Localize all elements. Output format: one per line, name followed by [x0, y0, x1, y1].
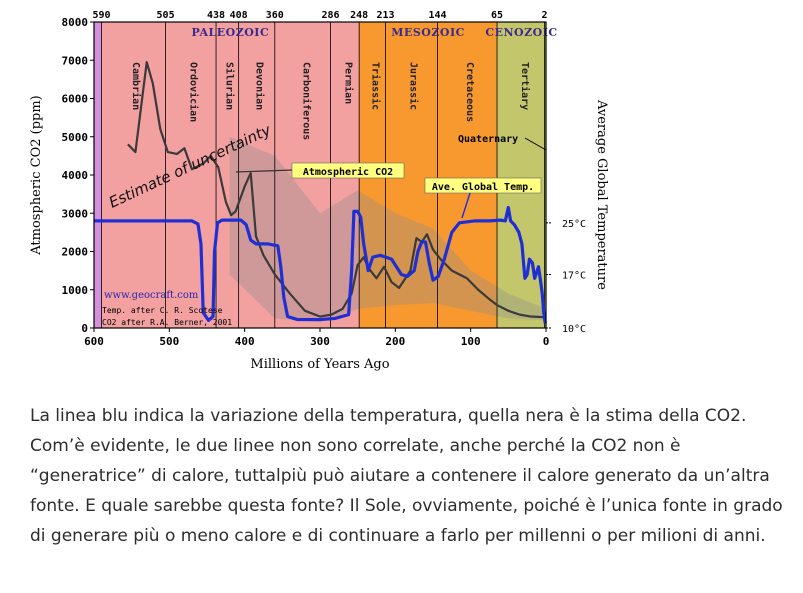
y-tick-label: 1000 [62, 284, 89, 297]
top-tick-label: 144 [428, 10, 446, 21]
y-axis-label-left: Atmospheric CO2 (ppm) [29, 95, 44, 256]
y-tick-label: 3000 [62, 207, 89, 220]
period-label: Silurian [224, 62, 236, 110]
x-tick-label: 100 [461, 335, 481, 348]
x-tick-label: 300 [310, 335, 330, 348]
era-label: CENOZOIC [485, 26, 557, 39]
y-tick-label: 7000 [62, 54, 89, 67]
y-tick-label: 8000 [62, 16, 89, 29]
y-axis-label-right: Average Global Temperature [594, 99, 609, 290]
top-tick-label: 505 [157, 10, 175, 21]
x-tick-label: 600 [84, 335, 104, 348]
x-axis-label: Millions of Years Ago [250, 357, 389, 372]
top-tick-label: 65 [491, 10, 503, 21]
uncertainty-band [229, 136, 546, 323]
era-label: MESOZOIC [391, 26, 465, 39]
period-label: Carboniferous [300, 62, 312, 140]
period-label: Jurassic [407, 62, 419, 110]
temp-tick-label: 10°C [562, 324, 586, 335]
period-label: Devonian [254, 62, 266, 110]
quaternary-pointer [524, 137, 547, 151]
period-label: Triassic [370, 62, 382, 110]
top-tick-label: 408 [230, 10, 248, 21]
top-tick-label: 590 [93, 10, 111, 21]
era-band-cenozoic [497, 22, 546, 328]
top-tick-label: 2 [541, 10, 547, 21]
period-label: Ordovician [187, 62, 199, 122]
period-label: Tertiary [519, 62, 531, 110]
site-label: www.geocraft.com [104, 290, 199, 301]
top-tick-label: 213 [377, 10, 395, 21]
x-tick-label: 400 [235, 335, 255, 348]
period-label: Cretaceous [464, 62, 475, 122]
credit-line-2: CO2 after R.A. Berner, 2001 [102, 318, 232, 327]
top-tick-label: 360 [266, 10, 284, 21]
x-tick-label: 200 [385, 335, 405, 348]
credit-line-1: Temp. after C. R. Scotese [102, 306, 223, 315]
x-tick-label: 0 [543, 335, 550, 348]
era-label: PALEOZOIC [191, 26, 269, 39]
chart-container: PALEOZOIC MESOZOIC CENOZOIC Cambrian Ordovic… [29, 10, 609, 372]
caption-paragraph: La linea blu indica la variazione della … [30, 406, 783, 546]
y-tick-label: 0 [81, 322, 88, 335]
pre-cambrian-band [94, 22, 102, 328]
temp-pointer [461, 192, 471, 219]
temp-label-box [424, 177, 542, 194]
co2-temperature-chart: PALEOZOIC MESOZOIC CENOZOIC Cambrian Ordovic… [29, 10, 609, 372]
y-tick-label: 4000 [62, 169, 89, 182]
top-tick-label: 286 [322, 10, 340, 21]
y-tick-label: 5000 [62, 131, 89, 144]
x-tick-label: 500 [159, 335, 179, 348]
top-tick-label: 248 [350, 10, 368, 21]
quaternary-label: Quaternary [458, 134, 518, 145]
temperature-series-line [94, 205, 547, 324]
top-tick-label: 438 [207, 10, 225, 21]
temp-tick-label: 25°C [562, 219, 586, 230]
y-tick-label: 2000 [62, 246, 89, 259]
co2-series-line [127, 61, 547, 319]
y-tick-label: 6000 [62, 93, 89, 106]
temp-tick-label: 17°C [562, 270, 586, 281]
co2-label: Atmospheric CO2 [303, 166, 393, 178]
period-label: Permian [343, 62, 355, 104]
temp-label: Ave. Global Temp. [432, 182, 534, 193]
co2-pointer [235, 169, 293, 173]
period-label: Cambrian [130, 62, 142, 110]
